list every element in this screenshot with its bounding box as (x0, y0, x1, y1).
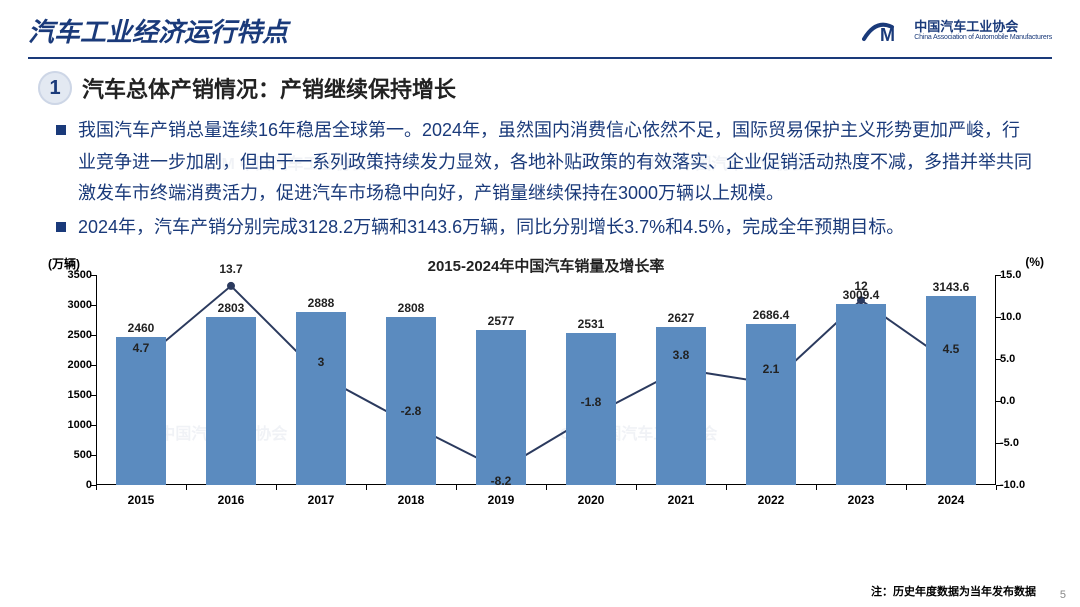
page-number: 5 (1060, 589, 1066, 601)
bar (926, 296, 976, 485)
ytick-left: 2000 (60, 359, 92, 371)
chart-footnote: 注：历史年度数据为当年发布数据 (871, 583, 1036, 599)
xtick: 2024 (938, 493, 965, 507)
line-label: 3 (318, 355, 325, 369)
xtick: 2022 (758, 493, 785, 507)
xtick: 2018 (398, 493, 425, 507)
line-label: 3.8 (673, 348, 690, 362)
section-number-badge: 1 (38, 71, 72, 105)
bullet-list: 我国汽车产销总量连续16年稳居全球第一。2024年，虽然国内消费信心依然不足，国… (0, 115, 1080, 251)
ytick-right: -10.0 (1000, 479, 1032, 491)
ytick-left: 3500 (60, 269, 92, 281)
bar (206, 317, 256, 485)
xtick: 2021 (668, 493, 695, 507)
xtick: 2017 (308, 493, 335, 507)
bar (386, 317, 436, 485)
page-title: 汽车工业经济运行特点 (28, 12, 288, 49)
xtick: 2016 (218, 493, 245, 507)
bar-label: 2531 (564, 317, 618, 331)
bar-label: 2627 (654, 311, 708, 325)
ytick-right: 5.0 (1000, 353, 1032, 365)
ytick-left: 1500 (60, 389, 92, 401)
bar (116, 337, 166, 485)
bar-label: 2888 (294, 296, 348, 310)
plot-area: 0500100015002000250030003500-10.0-5.00.0… (96, 275, 996, 485)
xtick: 2015 (128, 493, 155, 507)
ytick-left: 2500 (60, 329, 92, 341)
ytick-right: 0.0 (1000, 395, 1032, 407)
ytick-right: 10.0 (1000, 311, 1032, 323)
line-label: 12 (854, 279, 867, 293)
line-label: 2.1 (763, 362, 780, 376)
sales-chart: 2015-2024年中国汽车销量及增长率 (万辆) (%) 0500100015… (56, 255, 1036, 519)
header-divider (28, 57, 1052, 59)
ytick-left: 1000 (60, 419, 92, 431)
bar (296, 312, 346, 485)
ytick-right: -5.0 (1000, 437, 1032, 449)
bar (836, 304, 886, 485)
ytick-right: 15.0 (1000, 269, 1032, 281)
line-label: 4.7 (133, 341, 150, 355)
bar-label: 2460 (114, 321, 168, 335)
bar (746, 324, 796, 485)
logo-mark-icon: M (862, 17, 906, 45)
line-label: -2.8 (401, 404, 422, 418)
line-label: -1.8 (581, 395, 602, 409)
section-subtitle: 汽车总体产销情况：产销继续保持增长 (82, 72, 456, 104)
line-label: -8.2 (491, 474, 512, 488)
xtick: 2019 (488, 493, 515, 507)
bar-label: 3143.6 (924, 280, 978, 294)
line-label: 13.7 (219, 262, 242, 276)
xtick: 2023 (848, 493, 875, 507)
bar (476, 330, 526, 485)
ytick-left: 3000 (60, 299, 92, 311)
bar-label: 2577 (474, 314, 528, 328)
logo-text-cn: 中国汽车工业协会 (914, 20, 1052, 34)
line-label: 4.5 (943, 342, 960, 356)
org-logo: M 中国汽车工业协会 China Association of Automobi… (862, 17, 1052, 45)
bar-label: 2803 (204, 301, 258, 315)
svg-text:M: M (880, 25, 895, 45)
ytick-left: 0 (60, 479, 92, 491)
xtick: 2020 (578, 493, 605, 507)
y-right-unit: (%) (1025, 255, 1044, 269)
bullet-item: 我国汽车产销总量连续16年稳居全球第一。2024年，虽然国内消费信心依然不足，国… (56, 115, 1036, 210)
bar-label: 2808 (384, 301, 438, 315)
ytick-left: 500 (60, 449, 92, 461)
chart-title: 2015-2024年中国汽车销量及增长率 (56, 255, 1036, 276)
bullet-item: 2024年，汽车产销分别完成3128.2万辆和3143.6万辆，同比分别增长3.… (56, 212, 1036, 244)
bar-label: 2686.4 (744, 308, 798, 322)
logo-text-en: China Association of Automobile Manufact… (914, 34, 1052, 42)
